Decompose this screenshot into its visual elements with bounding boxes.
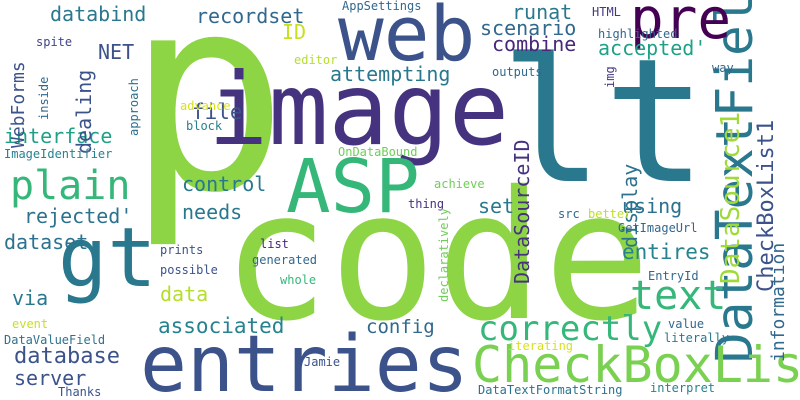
cloud-word: Thanks: [58, 385, 102, 399]
cloud-word: entries: [140, 320, 469, 400]
cloud-word: plain: [10, 163, 131, 209]
cloud-word: correctly: [478, 309, 663, 349]
cloud-word: CheckBoxList: [472, 336, 800, 394]
cloud-word: associated: [158, 314, 285, 338]
cloud-word: interface: [4, 124, 113, 148]
cloud-word: web: [338, 0, 476, 78]
cloud-word: combine: [492, 32, 577, 56]
cloud-word: p: [126, 0, 289, 252]
cloud-word: generated: [252, 253, 318, 267]
cloud-word: gt: [58, 211, 157, 306]
cloud-word: attempting: [330, 62, 451, 86]
cloud-word: possible: [160, 263, 218, 277]
cloud-word: HTML: [592, 5, 621, 19]
cloud-word: way: [712, 61, 734, 75]
cloud-word: prints: [160, 243, 204, 257]
cloud-word: WebForms: [8, 61, 29, 148]
cloud-word: dataset: [4, 230, 89, 254]
cloud-word: file: [192, 100, 243, 124]
cloud-word: database: [14, 344, 120, 369]
cloud-word: DataSourceID: [510, 139, 534, 285]
cloud-word: code: [222, 153, 651, 360]
cloud-word: outputs: [492, 65, 543, 79]
cloud-word: GetImageUrl: [618, 221, 698, 235]
cloud-word: literally: [664, 331, 730, 345]
cloud-word: declaratively: [437, 208, 451, 302]
cloud-word: DataSource1: [716, 111, 746, 284]
cloud-word: achieve: [434, 177, 485, 191]
cloud-word: databind: [50, 2, 147, 26]
cloud-word: thing: [408, 197, 445, 211]
cloud-word: control: [182, 172, 267, 196]
cloud-word: DataValueField: [4, 333, 106, 347]
cloud-word: lt: [500, 21, 708, 222]
cloud-word: NET: [98, 40, 135, 64]
cloud-word: ImageIdentifier: [4, 147, 113, 161]
cloud-word: iterating: [508, 339, 574, 353]
cloud-word: rejected': [24, 204, 133, 228]
cloud-word: value: [668, 317, 705, 331]
cloud-word: needs: [182, 200, 243, 224]
cloud-word: better: [588, 207, 632, 221]
cloud-word: img: [603, 66, 617, 88]
cloud-word: set: [478, 194, 515, 218]
cloud-word: data: [160, 282, 209, 306]
cloud-word: text: [630, 273, 727, 319]
cloud-word: block: [186, 119, 223, 133]
cloud-word: scenario: [480, 16, 577, 40]
cloud-word: inside: [37, 76, 51, 120]
cloud-word: pre: [630, 0, 732, 52]
cloud-word: event: [12, 317, 49, 331]
cloud-word: dealing: [72, 69, 96, 154]
cloud-word: DataTextFormatString: [478, 383, 623, 397]
cloud-word: ID: [282, 20, 307, 44]
cloud-word: server: [14, 366, 87, 390]
cloud-word: src: [558, 207, 580, 221]
cloud-word: EntryId: [648, 269, 699, 283]
cloud-word: approach: [127, 78, 141, 136]
cloud-word: editor: [294, 53, 338, 67]
cloud-word: recordset: [196, 4, 305, 28]
cloud-word: runat: [512, 0, 573, 24]
cloud-word: AppSettings: [342, 0, 422, 13]
cloud-word: via: [12, 286, 49, 310]
cloud-word: spite: [36, 35, 73, 49]
cloud-word: accepted': [598, 36, 707, 60]
cloud-word: list: [260, 237, 289, 251]
cloud-word: interpret: [650, 381, 716, 395]
cloud-word: entires: [622, 240, 711, 264]
cloud-word: information: [768, 242, 789, 362]
cloud-word: image: [208, 51, 510, 168]
cloud-word: OnDataBound: [338, 145, 418, 159]
cloud-word: using: [622, 194, 683, 218]
cloud-word: Jamie: [304, 355, 341, 369]
cloud-word: highlighted: [598, 27, 678, 41]
cloud-word: whole: [280, 273, 317, 287]
cloud-word: config: [366, 316, 435, 338]
cloud-word: advance: [180, 99, 231, 113]
cloud-word: ASP: [286, 144, 420, 230]
